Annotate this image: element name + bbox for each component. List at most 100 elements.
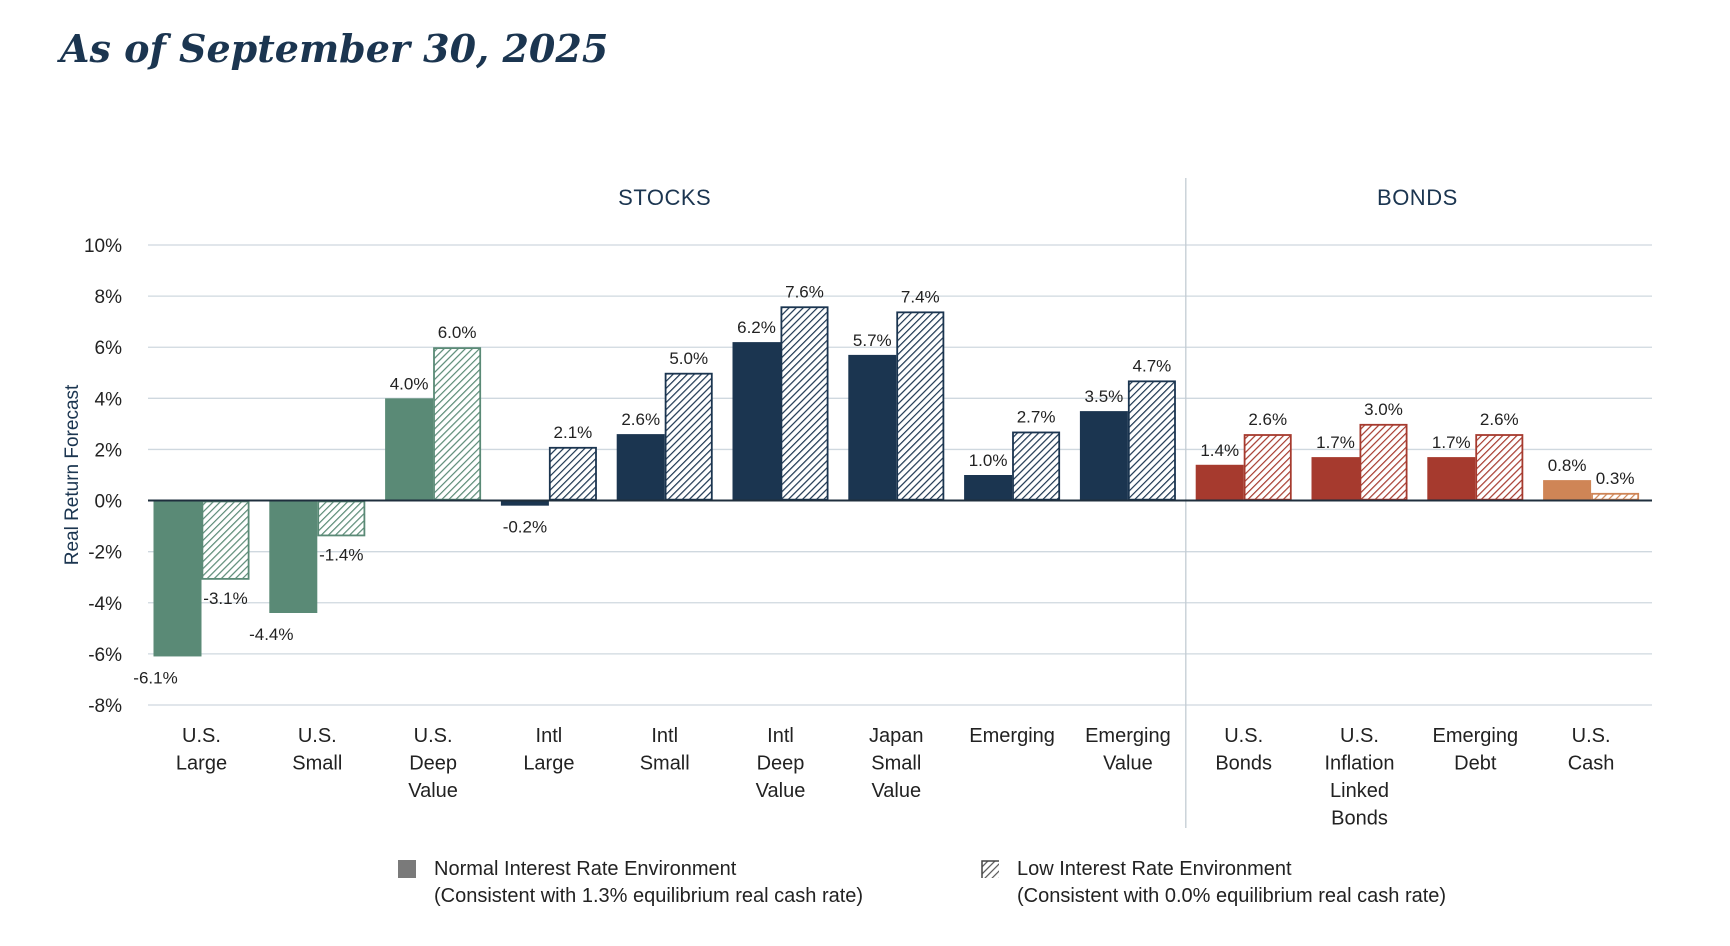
category-label-line: Value: [871, 780, 921, 802]
legend-low: Low Interest Rate Environment (Consisten…: [981, 856, 1446, 910]
bar-normal: [964, 475, 1013, 501]
bar-low: [896, 311, 945, 501]
bar-low: [1591, 492, 1640, 501]
bar-low: [1127, 380, 1176, 501]
data-label: 6.2%: [737, 318, 776, 337]
category-label: Emerging Debt: [1432, 725, 1518, 775]
legend-swatch-solid: [398, 860, 416, 878]
bar-normal: [848, 354, 897, 501]
bar-low: [201, 500, 250, 580]
legend-normal: Normal Interest Rate Environment (Consis…: [398, 856, 863, 910]
category-label-line: Value: [408, 780, 458, 802]
category-label-line: U.S.: [298, 725, 337, 747]
category-label-line: U.S.: [414, 725, 453, 747]
category-label: U.S. Bonds: [1215, 725, 1272, 775]
category-label-line: Bonds: [1331, 808, 1388, 830]
data-label: 0.8%: [1548, 456, 1587, 475]
category-label: U.S. Inflation Linked Bonds: [1324, 725, 1394, 830]
data-label: 3.0%: [1364, 400, 1403, 419]
data-label: 4.7%: [1133, 356, 1172, 375]
y-axis-label: Real Return Forecast: [62, 384, 83, 565]
bar-normal: [616, 434, 665, 501]
category-label-line: Deep: [409, 753, 457, 775]
data-label: -1.4%: [319, 545, 363, 564]
category-label-line: Japan: [869, 725, 924, 747]
category-label-line: Value: [756, 780, 806, 802]
y-tick-label: 6%: [95, 338, 123, 359]
category-label-line: Small: [871, 753, 921, 775]
bar-normal: [732, 342, 781, 501]
bar-low: [317, 500, 366, 537]
category-label-line: Deep: [757, 753, 805, 775]
data-label: 2.6%: [1248, 410, 1287, 429]
data-label: 1.0%: [969, 451, 1008, 470]
category-label-line: Cash: [1568, 753, 1615, 775]
bar-normal: [1543, 480, 1592, 501]
category-label: U.S. Deep Value: [408, 725, 458, 802]
category-label-line: Linked: [1330, 780, 1389, 802]
category-label-line: U.S.: [1340, 725, 1379, 747]
bar-low: [1243, 434, 1292, 501]
category-label-line: Large: [176, 753, 227, 775]
bar-low: [548, 446, 597, 501]
bar-normal: [153, 500, 202, 657]
bar-normal: [1079, 411, 1128, 501]
data-label: 6.0%: [438, 323, 477, 342]
data-label: -6.1%: [133, 668, 177, 687]
y-tick-label: 10%: [84, 236, 122, 257]
category-label: Japan Small Value: [869, 725, 924, 802]
data-label: 2.6%: [1480, 410, 1519, 429]
bar-normal: [269, 500, 318, 613]
category-label-line: Intl: [536, 725, 563, 747]
data-label: 4.0%: [390, 374, 429, 393]
axes: 10% 8% 6% 4% 2% 0% -2% -4% -6% -8% STOCKS BONDS Real…: [62, 185, 1652, 830]
data-label: 2.1%: [554, 423, 593, 442]
data-label: 7.4%: [901, 287, 940, 306]
bar-low: [1359, 423, 1408, 501]
data-label: -3.1%: [203, 589, 247, 608]
legend-normal-note: (Consistent with 1.3% equilibrium real c…: [434, 885, 864, 907]
bar-low: [1475, 434, 1524, 501]
bar-low: [1012, 431, 1061, 501]
y-tick-label: -8%: [88, 696, 122, 717]
data-labels: -6.1% -3.1%-4.4% -1.4% 4.0% 6.0% -0.2% 2.1% 2.6…: [133, 282, 1634, 687]
category-label-line: Large: [523, 753, 574, 775]
bar-low: [433, 347, 482, 501]
data-label: 1.7%: [1432, 433, 1471, 452]
category-label-line: U.S.: [182, 725, 221, 747]
category-label: Intl Small: [640, 725, 690, 775]
data-label: -0.2%: [503, 518, 547, 537]
bar-normal: [1195, 464, 1244, 501]
category-label-line: Bonds: [1215, 753, 1272, 775]
y-tick-label: -4%: [88, 594, 122, 615]
data-label: 2.6%: [621, 410, 660, 429]
category-label-line: Intl: [767, 725, 794, 747]
category-label: U.S. Large: [176, 725, 227, 775]
y-tick-label: 2%: [95, 440, 123, 461]
bar-low: [780, 306, 829, 501]
y-tick-label: -2%: [88, 543, 122, 564]
bar-normal: [1427, 457, 1476, 501]
data-label: 1.4%: [1200, 441, 1239, 460]
data-label: 2.7%: [1017, 408, 1056, 427]
y-tick-label: 8%: [95, 287, 123, 308]
page-title: As of September 30, 2025: [60, 26, 609, 71]
category-label-line: Value: [1103, 753, 1153, 775]
category-label-line: Emerging: [969, 725, 1055, 747]
data-label: 5.7%: [853, 331, 892, 350]
section-label-bonds: BONDS: [1377, 185, 1458, 210]
legend-low-note: (Consistent with 0.0% equilibrium real c…: [1017, 885, 1447, 907]
y-tick-label: 4%: [95, 389, 123, 410]
legend-low-title: Low Interest Rate Environment: [1017, 858, 1292, 880]
category-label: U.S. Cash: [1568, 725, 1615, 775]
category-label-line: Intl: [651, 725, 678, 747]
category-label: Emerging: [969, 725, 1055, 747]
category-label: Intl Large: [523, 725, 574, 775]
category-label-line: Inflation: [1324, 753, 1394, 775]
y-tick-label: 0%: [95, 492, 123, 513]
category-label: Emerging Value: [1085, 725, 1171, 775]
data-label: 0.3%: [1596, 469, 1635, 488]
category-label: Intl Deep Value: [756, 725, 806, 802]
legend-swatch-hatched: [981, 860, 999, 878]
